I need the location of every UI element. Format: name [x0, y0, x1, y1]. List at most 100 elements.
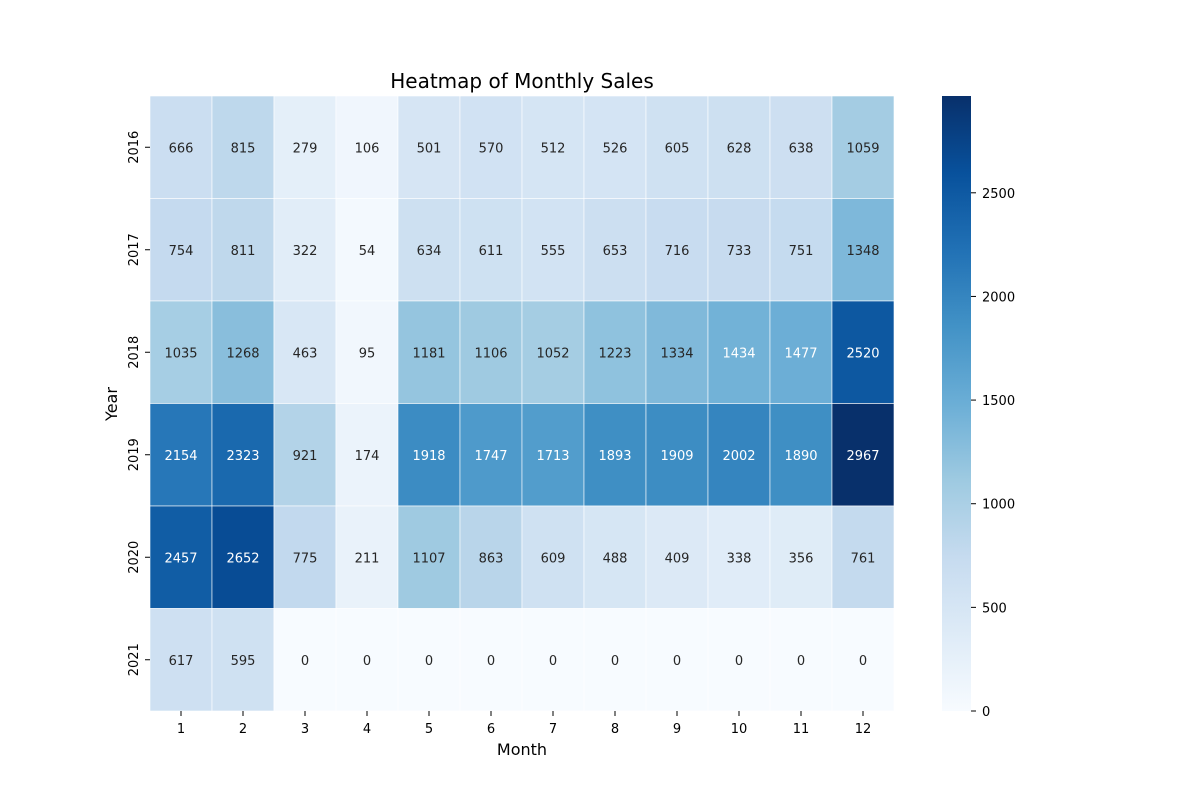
- cell-value-label: 815: [231, 141, 256, 156]
- heatmap-cell: [397, 198, 461, 302]
- heatmap-cell: [211, 505, 275, 609]
- heatmap-cell: [583, 608, 647, 712]
- x-tick-label: 5: [425, 722, 433, 737]
- cell-value-label: 617: [169, 654, 194, 669]
- heatmap-cell: [707, 403, 771, 507]
- cell-value-label: 488: [603, 551, 628, 566]
- heatmap-cell: [211, 403, 275, 507]
- cell-value-label: 0: [487, 654, 495, 669]
- cell-value-label: 921: [293, 449, 318, 464]
- cell-value-label: 356: [789, 551, 814, 566]
- x-tick-label: 3: [301, 722, 309, 737]
- cell-value-label: 1107: [412, 551, 445, 566]
- cell-value-label: 1434: [722, 346, 755, 361]
- heatmap-cell: [149, 608, 213, 712]
- cell-value-label: 1918: [412, 449, 445, 464]
- cell-value-label: 2967: [846, 449, 879, 464]
- heatmap-cell: [645, 608, 709, 712]
- heatmap-cell: [459, 198, 523, 302]
- cell-value-label: 2002: [722, 449, 755, 464]
- heatmap-cell: [149, 95, 213, 199]
- cell-value-label: 716: [665, 244, 690, 259]
- y-tick-label: 2018: [127, 336, 142, 369]
- cell-value-label: 775: [293, 551, 318, 566]
- heatmap-cell: [273, 95, 337, 199]
- y-tick-label: 2021: [127, 643, 142, 676]
- heatmap-cell: [769, 608, 833, 712]
- heatmap-cell: [149, 300, 213, 404]
- y-tick-label: 2017: [127, 233, 142, 266]
- cell-value-label: 595: [231, 654, 256, 669]
- cell-value-label: 2520: [846, 346, 879, 361]
- x-tick-label: 12: [855, 722, 872, 737]
- cell-value-label: 1747: [474, 449, 507, 464]
- colorbar-tick-label: 2500: [982, 187, 1015, 202]
- cell-value-label: 609: [541, 551, 566, 566]
- cell-value-label: 1268: [226, 346, 259, 361]
- cell-value-label: 409: [665, 551, 690, 566]
- colorbar-gradient: [942, 96, 971, 711]
- heatmap-cell: [645, 198, 709, 302]
- cell-value-label: 0: [363, 654, 371, 669]
- heatmap-cell: [397, 300, 461, 404]
- x-tick-label: 8: [611, 722, 619, 737]
- cell-value-label: 1348: [846, 244, 879, 259]
- cell-value-label: 1059: [846, 141, 879, 156]
- cell-value-label: 863: [479, 551, 504, 566]
- cell-value-label: 751: [789, 244, 814, 259]
- y-axis-label: Year: [102, 387, 121, 422]
- cell-value-label: 1181: [412, 346, 445, 361]
- heatmap-cell: [707, 608, 771, 712]
- x-tick-label: 4: [363, 722, 371, 737]
- cell-value-label: 2154: [164, 449, 197, 464]
- heatmap-cell: [459, 403, 523, 507]
- y-axis: 2016 2017 2018 2019 2020 2021: [127, 131, 150, 676]
- heatmap-cell: [831, 198, 895, 302]
- cell-value-label: 1477: [784, 346, 817, 361]
- cell-value-label: 95: [359, 346, 376, 361]
- heatmap-cell: [645, 505, 709, 609]
- cell-value-label: 634: [417, 244, 442, 259]
- cell-value-label: 1106: [474, 346, 507, 361]
- heatmap-cell: [335, 608, 399, 712]
- cell-value-label: 0: [611, 654, 619, 669]
- x-tick-label: 9: [673, 722, 681, 737]
- heatmap-cell: [335, 198, 399, 302]
- colorbar-tick-label: 1500: [982, 394, 1015, 409]
- cell-value-labels: 666 815 279 106 501 570 512 526 605 628 638 1059 754…: [164, 141, 879, 669]
- heatmap-cell: [831, 403, 895, 507]
- cell-value-label: 322: [293, 244, 318, 259]
- heatmap-cell: [707, 198, 771, 302]
- colorbar-tick-label: 500: [982, 601, 1007, 616]
- cell-value-label: 0: [301, 654, 309, 669]
- heatmap-cell: [273, 505, 337, 609]
- heatmap-cell: [335, 403, 399, 507]
- cell-value-label: 279: [293, 141, 318, 156]
- cell-value-label: 1893: [598, 449, 631, 464]
- heatmap-cell: [521, 198, 585, 302]
- heatmap-cell: [831, 608, 895, 712]
- heatmap-cell: [583, 95, 647, 199]
- heatmap-cell: [149, 198, 213, 302]
- heatmap-cell: [707, 95, 771, 199]
- heatmap-cell: [397, 505, 461, 609]
- cell-value-label: 0: [859, 654, 867, 669]
- cell-value-label: 1909: [660, 449, 693, 464]
- y-tick-label: 2016: [127, 131, 142, 164]
- cell-value-label: 653: [603, 244, 628, 259]
- heatmap-cell: [459, 608, 523, 712]
- cell-value-label: 1035: [164, 346, 197, 361]
- cell-value-label: 526: [603, 141, 628, 156]
- cell-value-label: 1052: [536, 346, 569, 361]
- heatmap-cell: [645, 403, 709, 507]
- cell-value-label: 811: [231, 244, 256, 259]
- cell-value-label: 512: [541, 141, 566, 156]
- heatmap-cell: [211, 198, 275, 302]
- heatmap-cell: [521, 505, 585, 609]
- heatmap-cell: [459, 95, 523, 199]
- heatmap-cells: [149, 95, 895, 712]
- heatmap-cell: [831, 300, 895, 404]
- x-tick-label: 2: [239, 722, 247, 737]
